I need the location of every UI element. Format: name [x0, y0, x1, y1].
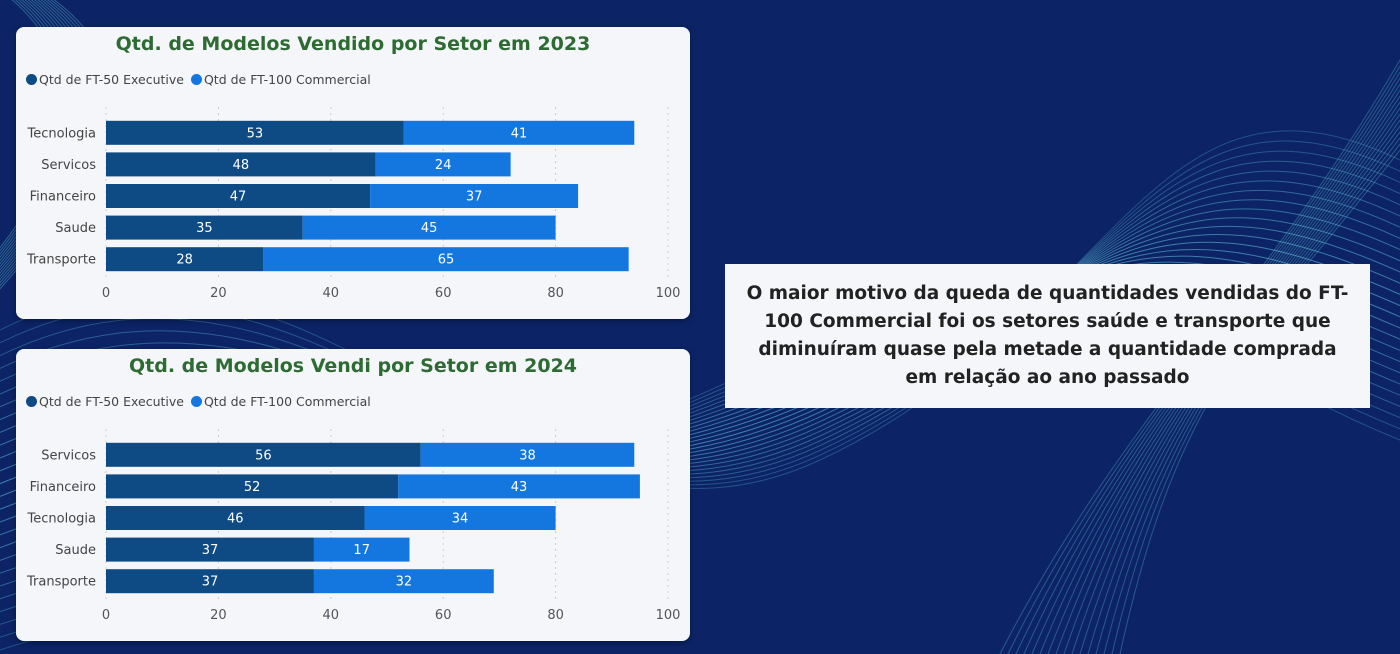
data-label: 53: [247, 126, 264, 141]
data-label: 28: [176, 253, 193, 268]
wave-line: [0, 160, 1400, 479]
bar-ft50[interactable]: [106, 120, 404, 145]
legend-item-ft50[interactable]: Qtd de FT-50 Executive: [26, 72, 184, 87]
category-label: Saude: [55, 543, 96, 558]
bar-ft50[interactable]: [106, 152, 376, 177]
category-label: Servicos: [41, 158, 96, 173]
data-label: 37: [466, 190, 483, 205]
x-tick-label: 80: [547, 286, 564, 301]
category-label: Saude: [55, 221, 96, 236]
data-label: 65: [438, 253, 455, 268]
bar-ft50[interactable]: [106, 184, 371, 208]
bar-ft50[interactable]: [106, 569, 314, 594]
data-label: 24: [435, 158, 452, 173]
data-label: 17: [353, 543, 370, 558]
bars: 56 38 52 43 46 34 37 17 37 32: [106, 442, 640, 594]
category-label: Tecnologia: [27, 126, 96, 141]
x-tick-label: 100: [656, 608, 681, 623]
wave-line: [0, 140, 1400, 486]
data-label: 35: [196, 221, 213, 236]
bars: 53 41 48 24 47 37 35 45 28 65: [106, 120, 635, 272]
data-label: 56: [255, 448, 272, 463]
legend-label-ft50: Qtd de FT-50 Executive: [39, 394, 184, 409]
bar-ft50[interactable]: [106, 247, 264, 272]
wave-line: [0, 150, 1400, 482]
legend-dot-ft50: [26, 74, 37, 85]
chart-title-2023: Qtd. de Modelos Vendido por Setor em 202…: [115, 33, 591, 55]
category-label: Transporte: [26, 253, 96, 268]
category-label: Tecnologia: [27, 512, 96, 527]
x-tick-label: 20: [210, 286, 227, 301]
data-label: 48: [233, 158, 250, 173]
x-tick-label: 100: [656, 286, 681, 301]
bar-ft100[interactable]: [302, 215, 556, 240]
data-label: 45: [421, 221, 438, 236]
legend-dot-ft100: [190, 396, 202, 407]
category-label: Transporte: [26, 575, 96, 590]
bar-ft100[interactable]: [313, 569, 494, 594]
category-label: Financeiro: [30, 190, 96, 205]
legend-label-ft100: Qtd de FT-100 Commercial: [203, 72, 371, 87]
bar-ft50[interactable]: [106, 506, 365, 530]
insight-text: O maior motivo da queda de quantidades v…: [746, 283, 1349, 388]
category-label: Financeiro: [30, 480, 96, 495]
bar-ft100[interactable]: [398, 474, 640, 499]
x-axis: 0 20 40 60 80 100: [102, 608, 681, 623]
bar-ft100[interactable]: [403, 120, 635, 145]
data-label: 37: [202, 575, 219, 590]
data-label: 37: [202, 543, 219, 558]
bar-ft100[interactable]: [263, 247, 629, 272]
chart-card-2023: Qtd. de Modelos Vendido por Setor em 202…: [16, 27, 690, 319]
legend-item-ft100[interactable]: Qtd de FT-100 Commercial: [190, 72, 371, 87]
bar-ft50[interactable]: [106, 215, 303, 240]
x-tick-label: 40: [323, 286, 340, 301]
data-label: 32: [396, 575, 413, 590]
bar-chart-2023: 53 41 48 24 47 37 35 45 28 65 Tecnologia Servicos Fi…: [26, 107, 681, 301]
bar-ft100[interactable]: [313, 537, 410, 562]
x-axis: 0 20 40 60 80 100: [102, 286, 681, 301]
x-tick-label: 80: [547, 608, 564, 623]
x-tick-label: 60: [435, 608, 452, 623]
data-label: 38: [519, 448, 536, 463]
x-tick-label: 40: [323, 608, 340, 623]
x-tick-label: 0: [102, 608, 110, 623]
data-label: 34: [452, 512, 469, 527]
bar-ft100[interactable]: [420, 442, 635, 467]
legend-dot-ft100: [190, 74, 202, 85]
bar-ft50[interactable]: [106, 474, 399, 499]
bar-ft100[interactable]: [370, 184, 579, 208]
x-tick-label: 20: [210, 608, 227, 623]
bar-chart-2024: 56 38 52 43 46 34 37 17 37 32 Servicos Financeiro Te…: [26, 429, 681, 623]
legend-item-ft50[interactable]: Qtd de FT-50 Executive: [26, 394, 184, 409]
data-label: 41: [511, 126, 528, 141]
category-label: Servicos: [41, 448, 96, 463]
chart-legend-2023: Qtd de FT-50 Executive Qtd de FT-100 Com…: [26, 72, 378, 87]
data-label: 46: [227, 512, 244, 527]
bar-ft50[interactable]: [106, 442, 421, 467]
x-tick-label: 0: [102, 286, 110, 301]
legend-label-ft100: Qtd de FT-100 Commercial: [203, 394, 371, 409]
bar-ft100[interactable]: [375, 152, 511, 177]
bar-ft100[interactable]: [364, 506, 556, 530]
data-label: 43: [511, 480, 528, 495]
x-tick-label: 60: [435, 286, 452, 301]
legend-dot-ft50: [26, 396, 37, 407]
legend-label-ft50: Qtd de FT-50 Executive: [39, 72, 184, 87]
data-label: 47: [230, 190, 247, 205]
chart-title-2024: Qtd. de Modelos Vendi por Setor em 2024: [128, 355, 578, 377]
legend-item-ft100[interactable]: Qtd de FT-100 Commercial: [190, 394, 371, 409]
insight-text-box: O maior motivo da queda de quantidades v…: [725, 264, 1370, 408]
chart-card-2024: Qtd. de Modelos Vendi por Setor em 2024 …: [16, 349, 690, 641]
data-label: 52: [244, 480, 261, 495]
bar-ft50[interactable]: [106, 537, 314, 562]
chart-legend-2024: Qtd de FT-50 Executive Qtd de FT-100 Com…: [26, 394, 378, 409]
